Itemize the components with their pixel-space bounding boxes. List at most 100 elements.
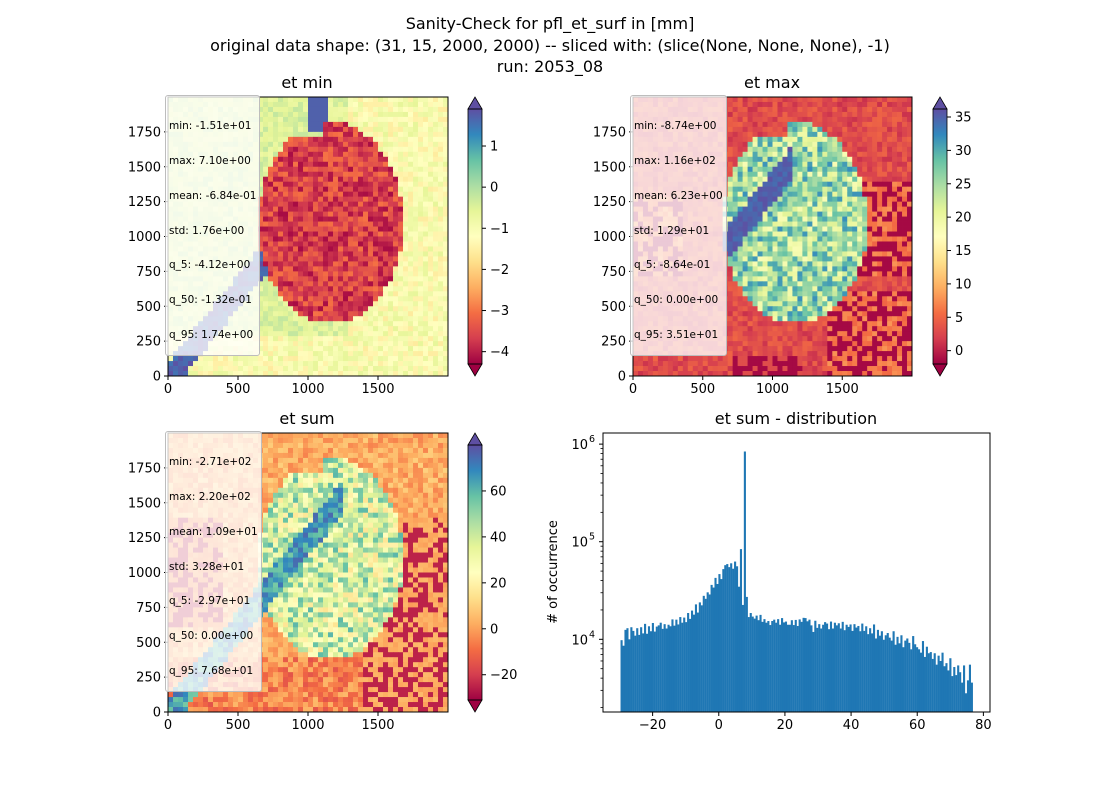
heatmap-cell bbox=[907, 181, 913, 188]
heatmap-cell bbox=[443, 97, 449, 103]
heatmap-cell bbox=[308, 341, 314, 347]
heatmap-cell bbox=[827, 171, 833, 178]
heatmap-cell bbox=[333, 151, 339, 158]
heatmap-cell bbox=[353, 151, 359, 158]
heatmap-cell bbox=[398, 166, 404, 173]
heatmap-cell bbox=[263, 211, 269, 217]
heatmap-cell bbox=[303, 116, 309, 123]
heatmap-cell bbox=[742, 181, 748, 188]
heatmap-cell bbox=[862, 196, 868, 203]
heatmap-cell bbox=[318, 171, 324, 178]
heatmap-cell bbox=[283, 161, 289, 168]
colorbar-tick-label: 0 bbox=[490, 181, 498, 196]
heatmap-cell bbox=[413, 241, 419, 247]
heatmap-cell bbox=[418, 116, 424, 123]
heatmap-cell bbox=[353, 226, 359, 232]
heatmap-cell bbox=[398, 371, 404, 377]
heatmap-cell bbox=[752, 161, 758, 168]
heatmap-cell bbox=[812, 116, 818, 123]
heatmap-cell bbox=[398, 351, 404, 357]
heatmap-cell bbox=[393, 321, 399, 327]
heatmap-cell bbox=[907, 236, 913, 242]
heatmap-cell bbox=[283, 206, 289, 212]
heatmap-cell bbox=[887, 206, 893, 212]
heatmap-cell bbox=[358, 97, 364, 103]
heatmap-cell bbox=[358, 256, 364, 262]
heatmap-cell bbox=[238, 371, 244, 377]
heatmap-cell bbox=[772, 241, 778, 247]
heatmap-cell bbox=[368, 301, 374, 307]
heatmap-cell bbox=[273, 151, 279, 158]
heatmap-cell bbox=[837, 121, 843, 128]
heatmap-cell bbox=[268, 311, 274, 317]
heatmap-cell bbox=[233, 356, 239, 362]
heatmap-cell bbox=[832, 216, 838, 222]
heatmap-cell bbox=[323, 101, 329, 108]
heatmap-cell bbox=[792, 106, 798, 113]
heatmap-cell bbox=[762, 171, 768, 178]
heatmap-cell bbox=[343, 181, 349, 188]
heatmap-cell bbox=[413, 231, 419, 237]
heatmap-cell bbox=[792, 111, 798, 118]
heatmap-cell bbox=[338, 326, 344, 332]
heatmap-cell bbox=[443, 151, 449, 158]
heatmap-cell bbox=[308, 251, 314, 257]
heatmap-cell bbox=[298, 321, 304, 327]
heatmap-cell bbox=[323, 361, 329, 367]
heatmap-cell bbox=[303, 371, 309, 377]
heatmap-cell bbox=[323, 97, 329, 103]
heatmap-cell bbox=[393, 261, 399, 267]
heatmap-cell bbox=[318, 216, 324, 222]
heatmap-cell bbox=[757, 211, 763, 217]
heatmap-cell bbox=[318, 356, 324, 362]
heatmap-cell bbox=[812, 241, 818, 247]
heatmap-cell bbox=[308, 131, 314, 138]
heatmap-cell bbox=[443, 121, 449, 128]
heatmap-cell bbox=[363, 191, 369, 198]
heatmap-cell bbox=[393, 206, 399, 212]
heatmap-cell bbox=[737, 141, 744, 148]
heatmap-cell bbox=[847, 156, 853, 163]
heatmap-cell bbox=[308, 331, 314, 337]
heatmap-cell bbox=[378, 281, 384, 287]
heatmap-cell bbox=[268, 101, 274, 108]
heatmap-cell bbox=[348, 186, 354, 193]
heatmap-cell bbox=[433, 321, 439, 327]
heatmap-cell bbox=[403, 166, 409, 173]
heatmap-cell bbox=[767, 206, 773, 212]
heatmap-cell bbox=[443, 181, 449, 188]
heatmap-cell bbox=[762, 97, 768, 103]
heatmap-cell bbox=[373, 271, 379, 277]
heatmap-cell bbox=[268, 236, 274, 242]
heatmap-cell bbox=[433, 341, 439, 347]
heatmap-cell bbox=[308, 161, 314, 168]
heatmap-cell bbox=[732, 131, 739, 138]
heatmap-cell bbox=[852, 136, 858, 143]
heatmap-cell bbox=[288, 111, 294, 118]
heatmap-cell bbox=[328, 346, 334, 352]
heatmap-cell bbox=[797, 246, 803, 252]
y-tick-label: 1000 bbox=[128, 230, 161, 245]
heatmap-cell bbox=[862, 126, 868, 133]
heatmap-cell bbox=[388, 336, 394, 342]
heatmap-cell bbox=[443, 271, 449, 277]
heatmap-cell bbox=[807, 181, 813, 188]
heatmap-cell bbox=[772, 106, 778, 113]
heatmap-cell bbox=[308, 286, 314, 292]
heatmap-cell bbox=[293, 336, 299, 342]
heatmap-cell bbox=[258, 241, 264, 247]
heatmap-cell bbox=[428, 321, 434, 327]
heatmap-cell bbox=[897, 97, 903, 103]
heatmap-cell bbox=[383, 296, 389, 302]
heatmap-cell bbox=[328, 156, 334, 163]
heatmap-cell bbox=[423, 291, 429, 297]
heatmap-cell bbox=[383, 216, 389, 222]
heatmap-cell bbox=[258, 266, 264, 272]
heatmap-cell bbox=[298, 271, 304, 277]
heatmap-cell bbox=[388, 116, 394, 123]
heatmap-cell bbox=[323, 116, 329, 123]
heatmap-cell bbox=[358, 311, 364, 317]
heatmap-cell bbox=[303, 256, 309, 262]
heatmap-cell bbox=[807, 151, 813, 158]
heatmap-cell bbox=[443, 206, 449, 212]
